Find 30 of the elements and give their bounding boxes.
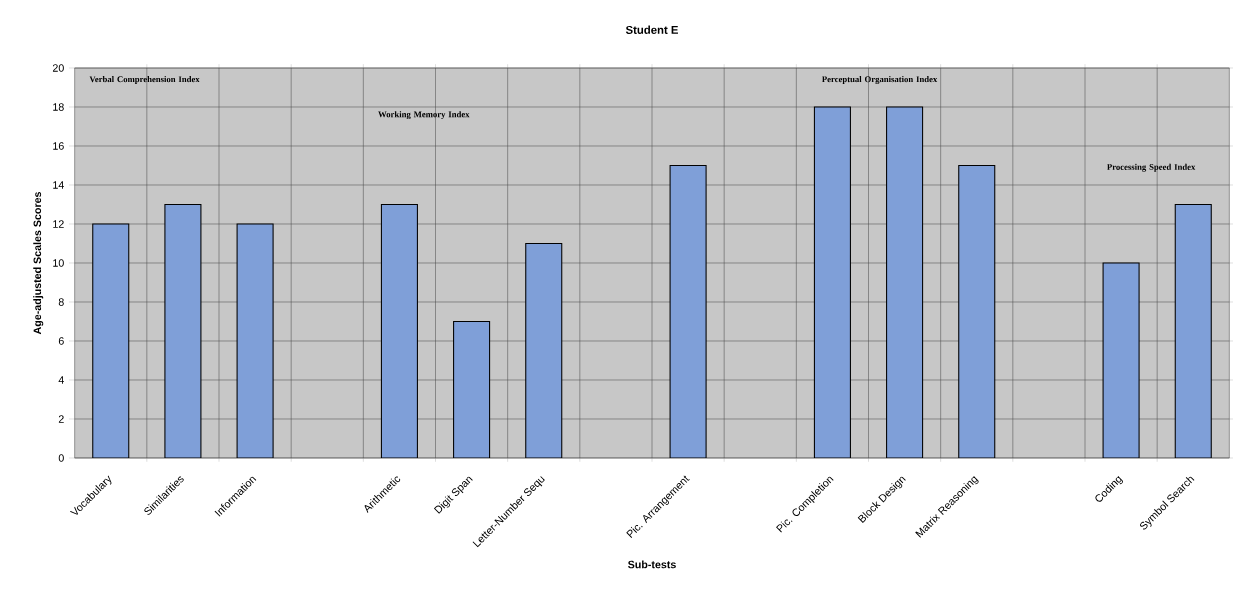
y-tick-label: 14 (53, 181, 64, 189)
bar (886, 106, 924, 458)
y-tick-label: 18 (53, 103, 64, 111)
annotation: Verbal Comprehension Index (89, 76, 200, 84)
y-tick-label: 10 (53, 259, 64, 267)
y-tick-label: 6 (58, 337, 64, 345)
y-axis-title: Age-adjusted Scales Scores (33, 192, 44, 335)
bar (453, 320, 491, 458)
bar (813, 106, 851, 458)
bar (1174, 203, 1212, 458)
y-tick-label: 4 (58, 376, 64, 384)
bar (669, 164, 707, 458)
chart-title: Student E (625, 25, 678, 34)
bar (236, 223, 274, 458)
bar (1102, 262, 1140, 458)
y-tick-label: 2 (58, 415, 64, 423)
bar (958, 164, 996, 458)
y-tick-label: 8 (58, 298, 64, 306)
y-tick-label: 16 (53, 142, 64, 150)
y-tick-label: 20 (52, 64, 64, 72)
bar (92, 223, 130, 458)
y-tick-label: 12 (53, 220, 64, 228)
annotation: Perceptual Organisation Index (822, 76, 938, 84)
annotation: Processing Speed Index (1107, 163, 1196, 172)
y-tick-label: 0 (58, 454, 64, 462)
bar (164, 203, 202, 458)
bar (380, 203, 418, 458)
x-axis-title: Sub-tests (628, 560, 676, 569)
annotation: Working Memory Index (378, 111, 470, 120)
bar (525, 242, 563, 458)
